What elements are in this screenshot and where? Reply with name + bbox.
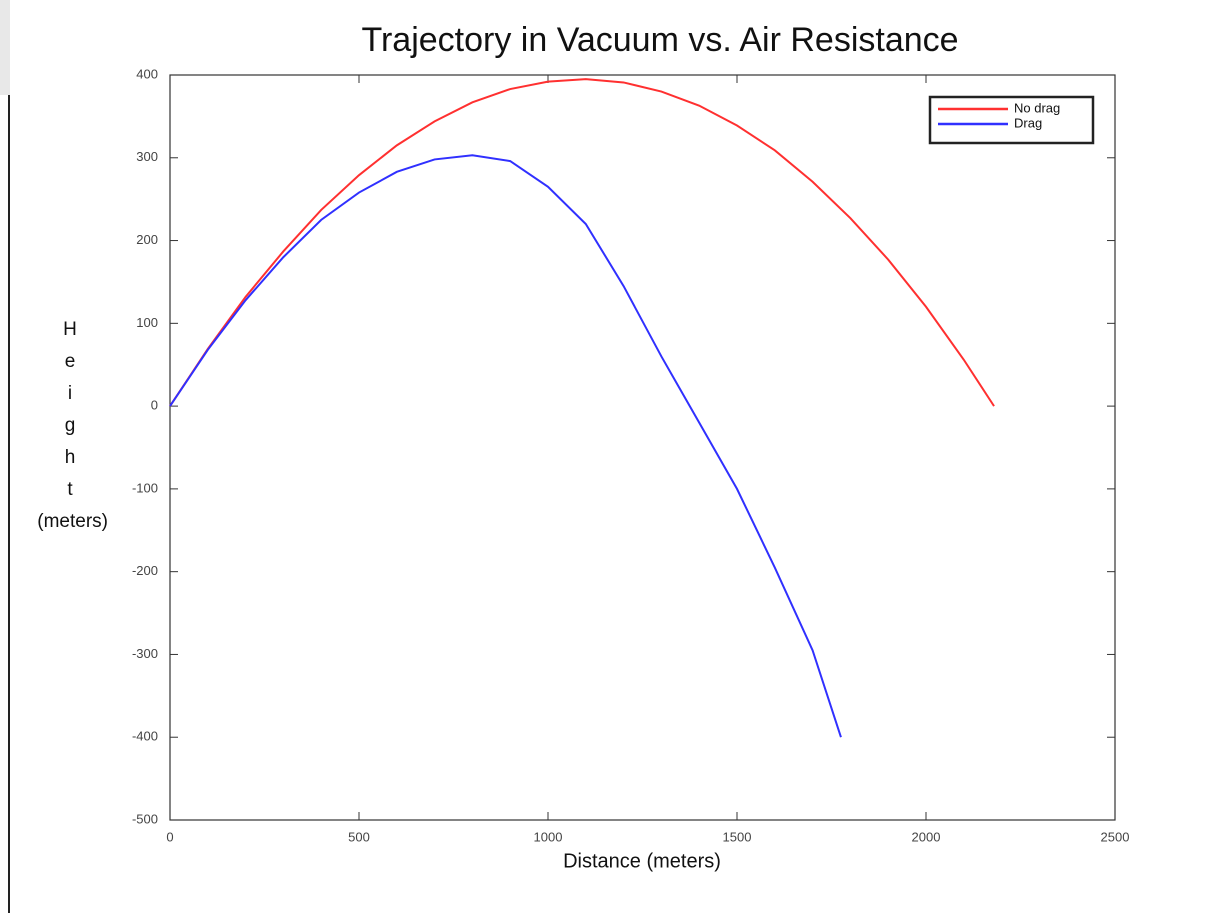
y-tick-label: 200	[136, 232, 158, 247]
y-tick-label: 0	[151, 398, 158, 413]
x-tick-label: 1500	[723, 829, 752, 844]
y-tick-label: -300	[132, 646, 158, 661]
legend-label: No drag	[1014, 100, 1060, 115]
x-tick-label: 1000	[534, 829, 563, 844]
legend-label: Drag	[1014, 115, 1042, 130]
x-tick-label: 0	[166, 829, 173, 844]
y-tick-label: 400	[136, 66, 158, 81]
chart-title: Trajectory in Vacuum vs. Air Resistance	[361, 21, 958, 59]
y-tick-label: 100	[136, 315, 158, 330]
x-axis-label: Distance (meters)	[563, 850, 721, 872]
x-tick-label: 500	[348, 829, 370, 844]
legend-box	[928, 95, 1095, 145]
plot-area	[169, 74, 1116, 821]
line-series	[169, 154, 842, 738]
y-tick-label: -500	[132, 811, 158, 826]
y-tick-label: -200	[132, 563, 158, 578]
y-tick-label: -100	[132, 480, 158, 495]
x-tick-label: 2000	[912, 829, 941, 844]
y-tick-label: -400	[132, 729, 158, 744]
y-tick-label: 300	[136, 149, 158, 164]
window-edge	[0, 0, 10, 95]
line-series	[169, 78, 995, 407]
x-tick-label: 2500	[1101, 829, 1130, 844]
